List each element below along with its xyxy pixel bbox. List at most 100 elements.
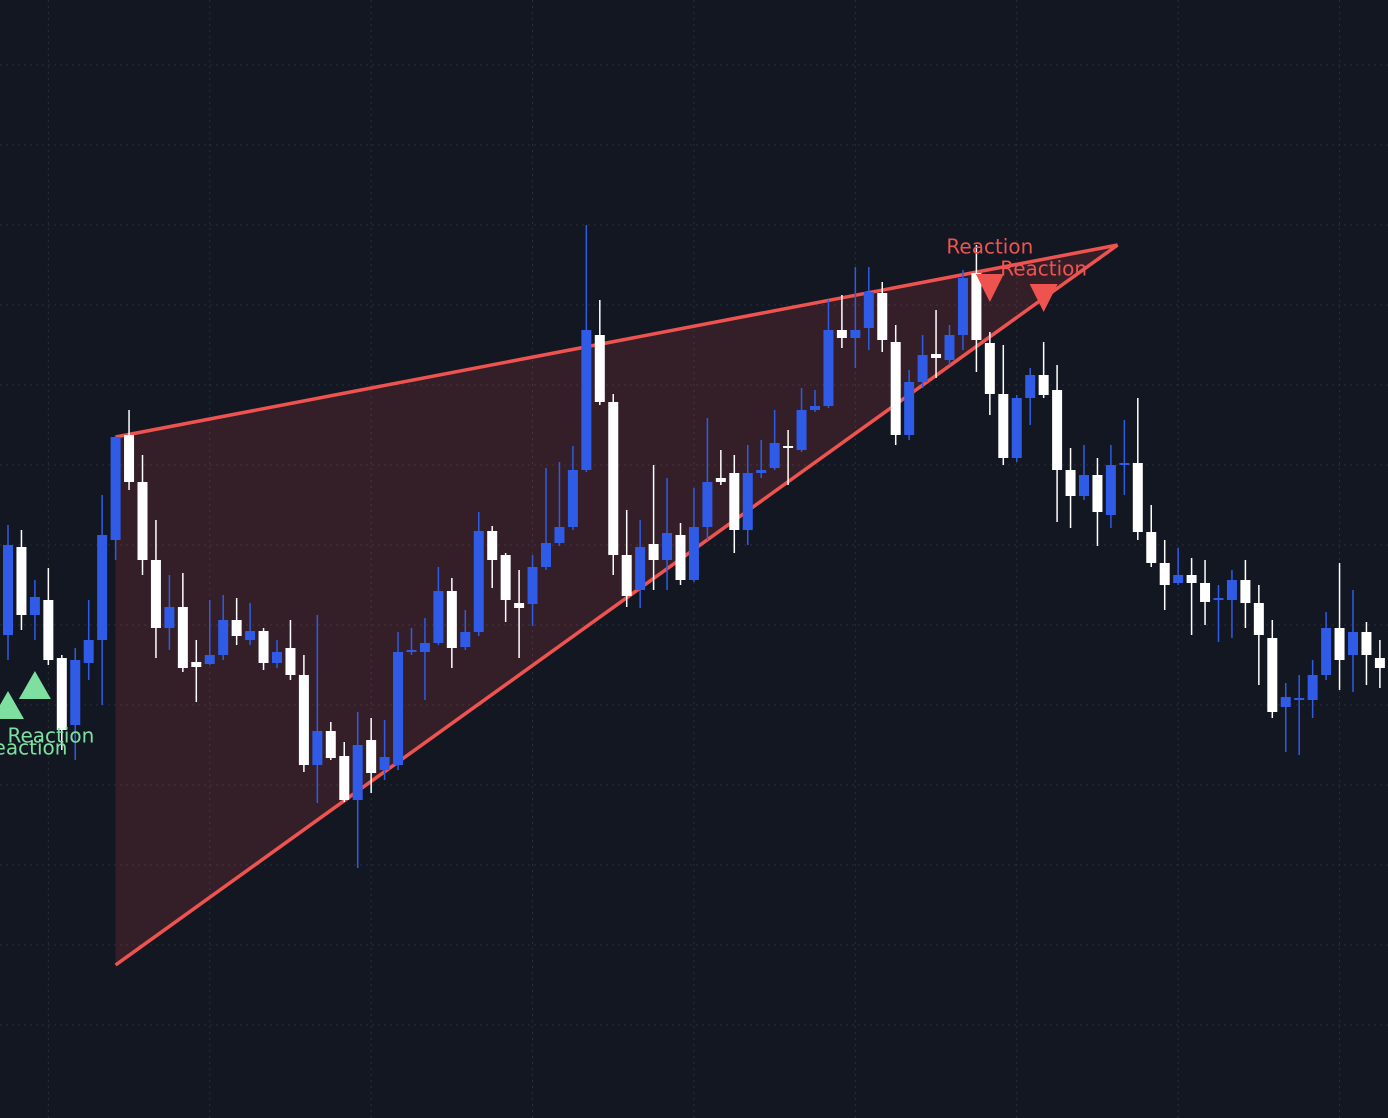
candle-body	[272, 652, 282, 663]
candle-body	[863, 292, 874, 328]
candle-body	[150, 560, 161, 628]
candle-body	[608, 402, 619, 555]
candle-body	[406, 650, 417, 652]
candle-body	[1253, 603, 1264, 635]
candle-body	[1065, 470, 1076, 496]
candle-body	[16, 547, 27, 615]
candle-body	[1213, 598, 1224, 600]
candle-body	[352, 745, 363, 800]
candle-body	[43, 600, 54, 660]
candle-body	[917, 355, 928, 382]
candle-body	[1280, 697, 1291, 707]
candle-body	[702, 482, 713, 527]
candle-body	[1092, 475, 1103, 512]
reaction-label: Reaction	[946, 235, 1033, 259]
candle-body	[3, 545, 13, 635]
candle-body	[648, 544, 659, 560]
candle-body	[124, 435, 135, 482]
candle-body	[1348, 632, 1358, 655]
candle-body	[957, 278, 968, 335]
candle-body	[366, 740, 377, 773]
candle-body	[1025, 375, 1036, 398]
wedge-line	[114, 243, 1119, 967]
candle-body	[742, 473, 753, 530]
candle-body	[1119, 463, 1130, 465]
candle-body	[810, 406, 820, 410]
candle-body	[1307, 675, 1318, 700]
reaction-marker	[1029, 284, 1058, 312]
candle-body	[339, 756, 350, 800]
reaction-label: Reaction	[1000, 257, 1087, 281]
candle-body	[1200, 583, 1211, 602]
wedge-line	[115, 243, 1118, 439]
candle-body	[487, 531, 498, 560]
candle-body	[715, 478, 726, 482]
candle-body	[984, 343, 995, 394]
candle-body	[836, 330, 847, 338]
candle-body	[554, 527, 565, 543]
candle-body	[688, 527, 699, 580]
candle-body	[1173, 575, 1184, 583]
candle-body	[769, 443, 780, 468]
candle-body	[796, 410, 807, 450]
candle-body	[541, 543, 551, 567]
candle-body	[110, 437, 121, 540]
candle-body	[1186, 575, 1197, 583]
candle-body	[379, 757, 390, 770]
candle-body	[904, 382, 915, 435]
candle-body	[823, 330, 834, 406]
candle-body	[1011, 398, 1022, 458]
candle-body	[204, 655, 215, 664]
reaction-label: Reaction	[0, 736, 67, 760]
candle-body	[500, 555, 511, 600]
candle-body	[514, 603, 525, 608]
candle-body	[137, 482, 148, 560]
candle-body	[70, 660, 81, 725]
candle-body	[877, 293, 888, 340]
candle-body	[325, 731, 336, 758]
candle-body	[1374, 658, 1385, 668]
reaction-label: Reaction	[7, 724, 94, 748]
candle-body	[1267, 638, 1278, 712]
candle-body	[971, 273, 982, 340]
candle-body	[621, 555, 632, 596]
candle-body	[1240, 580, 1251, 603]
candle-body	[298, 675, 309, 765]
candle-body	[56, 658, 67, 730]
candle-body	[164, 607, 175, 628]
candle-body	[850, 330, 861, 338]
candle-body	[756, 470, 767, 473]
candle-body	[1321, 628, 1332, 675]
candle-body	[594, 335, 605, 402]
candle-body	[473, 531, 484, 632]
candle-body	[1079, 475, 1089, 496]
candle-body	[1038, 375, 1049, 395]
candle-body	[944, 335, 955, 360]
candle-body	[446, 591, 457, 648]
candle-body	[231, 620, 242, 636]
candle-body	[312, 731, 323, 765]
candle-body	[97, 535, 108, 640]
candle-body	[1105, 465, 1116, 515]
candle-body	[890, 342, 901, 435]
candle-body	[729, 473, 740, 530]
candle-body	[29, 597, 40, 615]
candle-body	[635, 547, 646, 590]
reaction-marker	[18, 671, 51, 699]
candle-body	[245, 631, 256, 640]
reaction-marker	[0, 691, 24, 719]
candle-body	[433, 591, 444, 643]
candle-body	[1334, 628, 1345, 660]
candle-body	[662, 533, 673, 560]
candle-body	[675, 535, 686, 580]
candle-body	[1361, 632, 1372, 655]
candle-body	[527, 567, 538, 604]
reaction-marker	[975, 274, 1004, 302]
candle-body	[419, 643, 430, 652]
candle-body	[931, 354, 942, 358]
candle-body	[1294, 698, 1305, 700]
candle-body	[177, 607, 188, 668]
candle-body	[285, 648, 296, 675]
